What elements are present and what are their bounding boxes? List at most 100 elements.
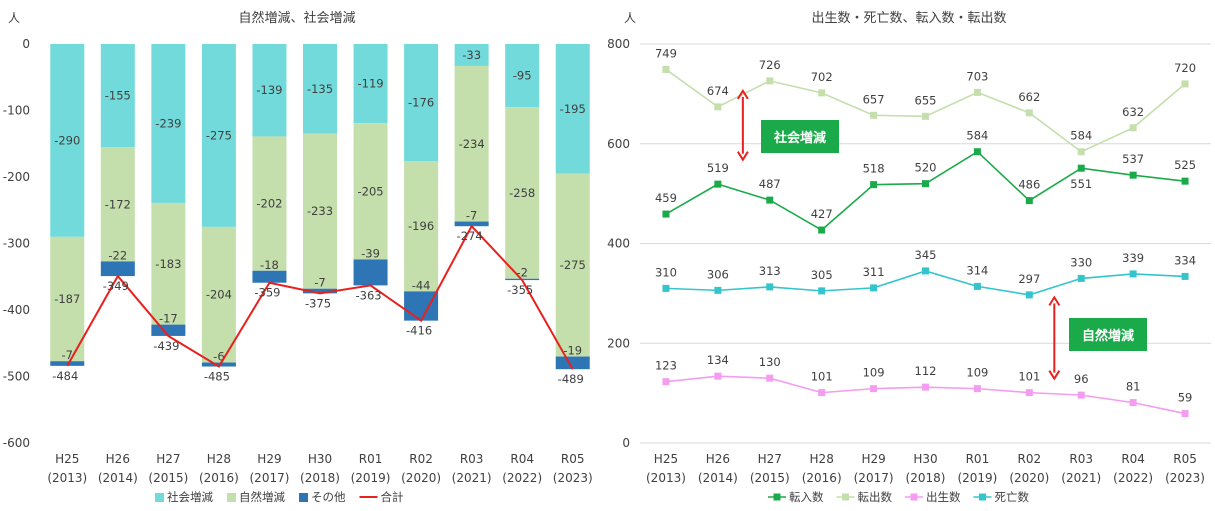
total-value-label: -355 bbox=[507, 283, 533, 297]
x-tick-label: H27 bbox=[758, 452, 782, 466]
series-value-label: 101 bbox=[1018, 370, 1040, 384]
bar-value-label: -6 bbox=[213, 350, 224, 364]
legend-swatch bbox=[227, 493, 236, 502]
bar-segment bbox=[50, 361, 85, 366]
series-marker bbox=[1129, 399, 1137, 407]
series-marker bbox=[662, 284, 670, 292]
series-value-label: 520 bbox=[915, 161, 937, 175]
bar-segment bbox=[151, 44, 186, 203]
series-value-label: 584 bbox=[1070, 129, 1092, 143]
series-value-label: 297 bbox=[1018, 272, 1040, 286]
bar-value-label: -7 bbox=[314, 276, 325, 290]
legend-swatch bbox=[299, 493, 308, 502]
right-unit-label: 人 bbox=[624, 11, 636, 25]
series-value-label: 330 bbox=[1070, 255, 1092, 269]
series-marker bbox=[1025, 291, 1033, 299]
x-tick-label: H26 bbox=[706, 452, 730, 466]
bar-value-label: -258 bbox=[509, 186, 535, 200]
series-value-label: 459 bbox=[655, 191, 677, 205]
bar-segment bbox=[252, 44, 287, 137]
x-tick-label: R04 bbox=[510, 452, 534, 466]
annotation-box bbox=[761, 120, 839, 153]
legend-marker bbox=[773, 493, 781, 501]
bar-value-label: -119 bbox=[357, 77, 383, 91]
total-value-label: -274 bbox=[457, 229, 483, 243]
bar-segment bbox=[505, 44, 540, 108]
bar-segment bbox=[151, 324, 186, 336]
series-value-label: 674 bbox=[707, 84, 729, 98]
series-marker bbox=[1077, 164, 1085, 172]
y-tick-label: -200 bbox=[3, 170, 30, 184]
series-value-label: 518 bbox=[863, 162, 885, 176]
x-tick-label: R03 bbox=[460, 452, 484, 466]
series-marker bbox=[973, 385, 981, 393]
series-value-label: 702 bbox=[811, 70, 833, 84]
series-marker bbox=[662, 65, 670, 73]
total-value-label: -359 bbox=[254, 286, 280, 300]
series-marker bbox=[870, 385, 878, 393]
series-marker bbox=[662, 378, 670, 386]
bar-segment bbox=[252, 136, 287, 271]
bar-segment bbox=[100, 261, 135, 277]
series-marker bbox=[766, 283, 774, 291]
series-value-label: 537 bbox=[1122, 152, 1144, 166]
series-value-label: 486 bbox=[1018, 178, 1040, 192]
series-value-label: 112 bbox=[915, 364, 937, 378]
bar-segment bbox=[353, 44, 388, 124]
series-value-label: 123 bbox=[655, 359, 677, 373]
bar-value-label: -234 bbox=[459, 137, 485, 151]
legend-label: 出生数 bbox=[926, 490, 961, 504]
x-tick-label: R04 bbox=[1121, 452, 1145, 466]
series-marker bbox=[870, 111, 878, 119]
y-tick-label: 600 bbox=[607, 137, 630, 151]
x-tick-label: H28 bbox=[810, 452, 834, 466]
x-tick-year: (2021) bbox=[452, 471, 492, 485]
series-value-label: 313 bbox=[759, 264, 781, 278]
series-value-label: 720 bbox=[1174, 61, 1196, 75]
x-tick-label: H28 bbox=[207, 452, 231, 466]
x-tick-year: (2021) bbox=[1061, 471, 1101, 485]
series-marker bbox=[870, 181, 878, 189]
bar-value-label: -183 bbox=[155, 257, 181, 271]
x-tick-label: R01 bbox=[966, 452, 990, 466]
series-value-label: 657 bbox=[863, 92, 885, 106]
bar-segment bbox=[404, 161, 439, 292]
series-marker bbox=[973, 148, 981, 156]
total-value-label: -485 bbox=[204, 370, 230, 384]
bar-segment bbox=[353, 259, 388, 286]
series-value-label: 96 bbox=[1074, 372, 1089, 386]
annotation-arrowhead bbox=[737, 151, 749, 162]
bar-segment bbox=[252, 270, 287, 283]
series-value-label: 334 bbox=[1174, 253, 1196, 267]
series-value-label: 314 bbox=[966, 263, 988, 277]
left-unit-label: 人 bbox=[8, 11, 20, 25]
legend-marker bbox=[910, 493, 918, 501]
series-marker bbox=[1077, 148, 1085, 156]
bar-value-label: -187 bbox=[54, 292, 80, 306]
bar-segment bbox=[50, 236, 85, 362]
total-value-label: -416 bbox=[406, 324, 432, 338]
series-value-label: 551 bbox=[1070, 177, 1092, 191]
bar-segment bbox=[353, 123, 388, 260]
legend-marker bbox=[979, 493, 986, 501]
legend-label: 自然増減 bbox=[239, 490, 285, 504]
right-chart-panel: 出生数・死亡数、転入数・転出数 人 0 200 400 600 800 459 519 487… bbox=[605, 0, 1215, 511]
total-value-label: -375 bbox=[305, 296, 331, 310]
series-value-label: 109 bbox=[863, 366, 885, 380]
y-tick-label: 400 bbox=[607, 237, 630, 251]
x-tick-year: (2023) bbox=[553, 471, 593, 485]
bar-value-label: -205 bbox=[357, 184, 383, 198]
x-tick-year: (2013) bbox=[646, 471, 686, 485]
x-tick-label: H25 bbox=[654, 452, 678, 466]
series-value-label: 662 bbox=[1018, 90, 1040, 104]
bar-segment bbox=[303, 133, 337, 289]
series-marker bbox=[922, 383, 929, 391]
x-tick-year: (2016) bbox=[199, 471, 239, 485]
x-tick-year: (2019) bbox=[957, 471, 997, 485]
x-tick-label: R05 bbox=[561, 452, 585, 466]
x-tick-label: R01 bbox=[359, 452, 383, 466]
bar-value-label: -290 bbox=[54, 133, 80, 147]
series-line bbox=[665, 270, 1186, 296]
x-tick-label: R05 bbox=[1173, 452, 1197, 466]
series-marker bbox=[1025, 389, 1033, 397]
